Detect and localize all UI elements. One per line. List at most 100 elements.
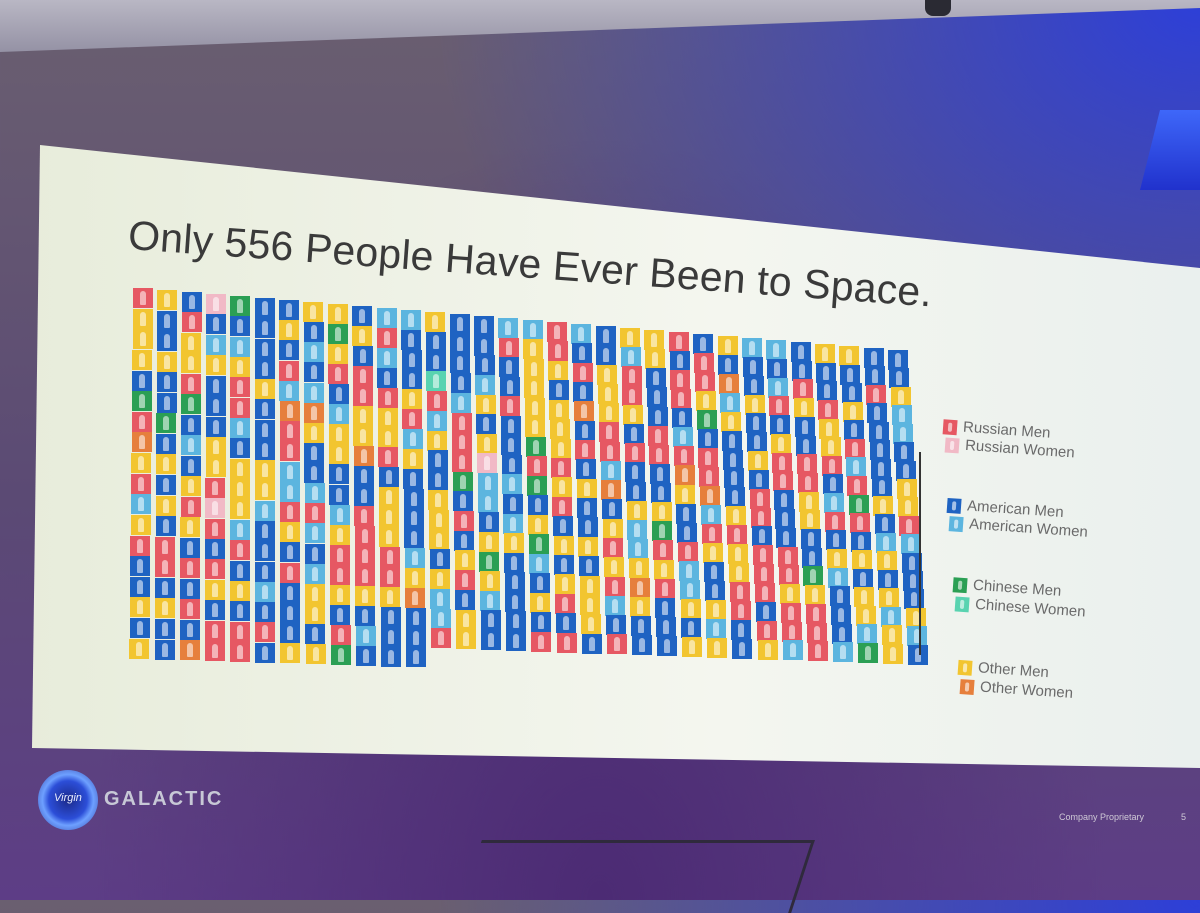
waffle-cell	[377, 348, 397, 368]
legend-swatch-other-men	[957, 659, 973, 676]
person-icon	[651, 333, 657, 347]
person-icon	[140, 332, 146, 346]
person-icon	[704, 413, 710, 427]
waffle-cell	[330, 545, 350, 565]
waffle-cell	[132, 371, 152, 391]
waffle-cell	[675, 465, 695, 485]
person-icon	[580, 385, 586, 399]
waffle-cell	[380, 547, 400, 567]
waffle-cell	[746, 413, 766, 433]
waffle-cell	[353, 366, 373, 386]
person-icon	[677, 354, 683, 368]
person-icon	[213, 297, 219, 311]
waffle-cell	[778, 547, 798, 567]
person-icon	[506, 360, 512, 374]
person-icon	[362, 529, 368, 543]
person-icon	[905, 500, 911, 514]
person-icon	[535, 498, 541, 512]
person-icon	[810, 569, 816, 583]
waffle-cell	[552, 477, 572, 497]
waffle-cell	[527, 476, 547, 496]
waffle-cell	[775, 509, 795, 529]
waffle-cell	[474, 336, 494, 356]
waffle-cell	[647, 387, 667, 407]
waffle-cell	[857, 624, 877, 644]
person-icon	[701, 356, 707, 370]
waffle-cell	[681, 599, 701, 619]
legend-divider	[919, 452, 921, 655]
person-icon	[312, 567, 318, 581]
person-icon	[579, 346, 585, 360]
person-icon	[461, 514, 467, 528]
waffle-cell	[627, 501, 647, 521]
waffle-cell	[498, 318, 518, 338]
waffle-cell	[656, 617, 676, 637]
waffle-cell	[730, 582, 750, 602]
person-icon	[709, 527, 715, 541]
person-icon	[312, 526, 318, 540]
waffle-cell	[625, 443, 645, 463]
waffle-cell	[305, 503, 325, 523]
waffle-cell	[722, 431, 742, 451]
person-icon	[511, 556, 517, 570]
waffle-cell	[578, 537, 598, 557]
person-icon	[506, 341, 512, 355]
person-icon	[781, 493, 787, 507]
person-icon	[463, 632, 469, 646]
person-icon	[779, 456, 785, 470]
person-icon	[802, 420, 808, 434]
person-icon	[508, 438, 514, 452]
person-icon	[688, 621, 694, 635]
person-icon	[139, 435, 145, 449]
person-icon	[706, 470, 712, 484]
waffle-cell	[255, 521, 275, 541]
waffle-cell	[305, 564, 325, 584]
person-icon	[852, 442, 858, 456]
waffle-cell	[818, 400, 838, 420]
waffle-cell	[378, 428, 398, 448]
person-icon	[386, 490, 392, 504]
footer-confidentiality: Company Proprietary	[1059, 812, 1145, 822]
person-icon	[584, 501, 590, 515]
waffle-cell	[888, 350, 908, 370]
person-icon	[763, 605, 769, 619]
waffle-cell	[230, 459, 250, 479]
person-icon	[385, 411, 391, 425]
person-icon	[436, 533, 442, 547]
waffle-cell	[744, 376, 764, 396]
person-icon	[286, 343, 292, 357]
waffle-cell	[329, 384, 349, 404]
waffle-cell	[827, 549, 847, 569]
person-icon	[361, 449, 367, 463]
person-icon	[581, 404, 587, 418]
person-icon	[762, 586, 768, 600]
waffle-cell	[844, 420, 864, 440]
person-icon	[163, 457, 169, 471]
person-icon	[335, 327, 341, 341]
waffle-cell	[427, 391, 447, 411]
waffle-cell	[527, 456, 547, 476]
person-icon	[313, 647, 319, 661]
person-icon	[683, 507, 689, 521]
person-icon	[863, 609, 869, 623]
waffle-cell	[377, 328, 397, 348]
waffle-cell	[255, 420, 275, 440]
waffle-cell	[677, 523, 697, 543]
waffle-cell	[230, 520, 250, 540]
person-icon	[433, 355, 439, 369]
waffle-cell	[577, 498, 597, 518]
waffle-cell	[180, 620, 200, 640]
person-icon	[558, 461, 564, 475]
person-icon	[857, 516, 863, 530]
person-icon	[911, 592, 917, 606]
person-icon	[287, 626, 293, 640]
waffle-cell	[883, 644, 903, 664]
waffle-cell	[781, 603, 801, 623]
person-icon	[262, 402, 268, 416]
waffle-cell	[157, 372, 177, 392]
person-icon	[286, 323, 292, 337]
person-icon	[237, 604, 243, 618]
waffle-cell	[792, 361, 812, 381]
person-icon	[187, 643, 193, 657]
waffle-cell	[652, 521, 672, 541]
